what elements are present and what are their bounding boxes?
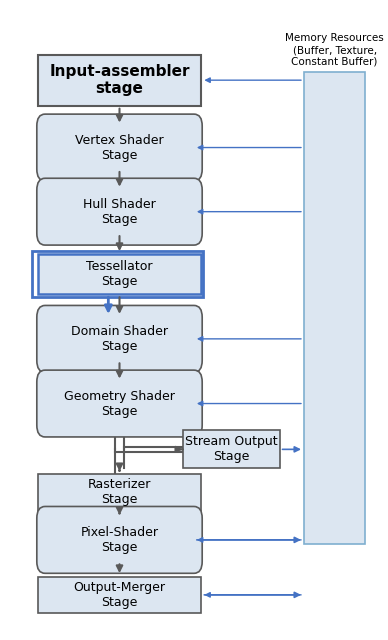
Text: Tessellator
Stage: Tessellator Stage <box>86 260 153 288</box>
Text: Output-Merger
Stage: Output-Merger Stage <box>73 581 166 609</box>
FancyBboxPatch shape <box>37 506 202 573</box>
FancyBboxPatch shape <box>37 370 202 437</box>
FancyBboxPatch shape <box>37 114 202 181</box>
Text: Vertex Shader
Stage: Vertex Shader Stage <box>75 134 164 161</box>
FancyBboxPatch shape <box>37 305 202 372</box>
FancyBboxPatch shape <box>183 431 280 468</box>
FancyBboxPatch shape <box>38 54 201 106</box>
Text: Stream Output
Stage: Stream Output Stage <box>185 435 277 463</box>
FancyBboxPatch shape <box>304 72 365 543</box>
FancyBboxPatch shape <box>38 474 201 511</box>
Text: Pixel-Shader
Stage: Pixel-Shader Stage <box>80 526 159 554</box>
FancyBboxPatch shape <box>37 179 202 245</box>
FancyBboxPatch shape <box>38 254 201 294</box>
Text: Hull Shader
Stage: Hull Shader Stage <box>83 198 156 226</box>
Text: Rasterizer
Stage: Rasterizer Stage <box>88 479 151 506</box>
Text: Geometry Shader
Stage: Geometry Shader Stage <box>64 390 175 417</box>
FancyBboxPatch shape <box>38 577 201 613</box>
Text: Domain Shader
Stage: Domain Shader Stage <box>71 325 168 353</box>
Text: Memory Resources
(Buffer, Texture,
Constant Buffer): Memory Resources (Buffer, Texture, Const… <box>285 33 384 67</box>
Text: Input-assembler
stage: Input-assembler stage <box>49 64 190 97</box>
